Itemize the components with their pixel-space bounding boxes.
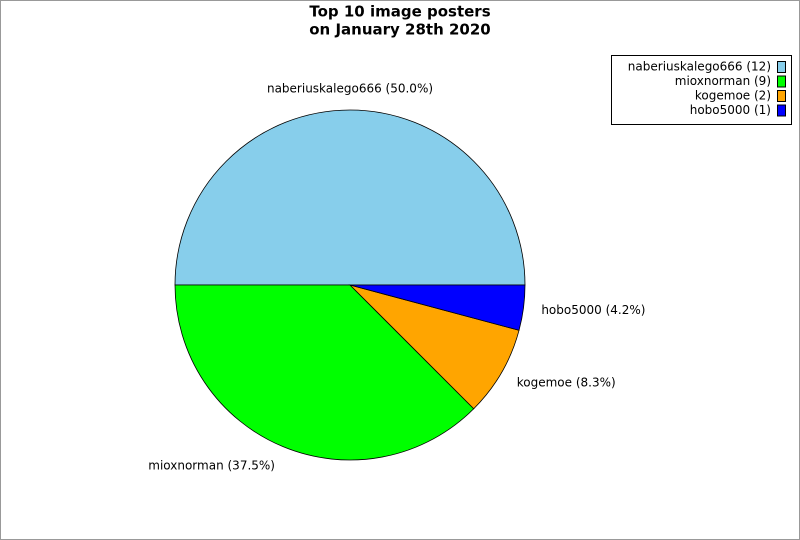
chart-title: Top 10 image posters xyxy=(309,3,490,21)
pie-slice xyxy=(348,284,520,410)
slice-label: kogemoe (8.3%) xyxy=(517,376,616,390)
legend-swatch xyxy=(777,61,786,73)
legend-label: hobo5000 (1) xyxy=(690,103,771,117)
slice-label: mioxnorman (37.5%) xyxy=(148,459,275,473)
legend-box xyxy=(611,55,792,125)
legend-swatch xyxy=(777,104,786,117)
pie-slice xyxy=(174,284,475,461)
legend-swatch xyxy=(777,75,786,88)
pie-slice xyxy=(349,284,526,331)
chart-title: on January 28th 2020 xyxy=(309,21,490,39)
legend-swatch xyxy=(777,90,786,102)
slice-label: hobo5000 (4.2%) xyxy=(541,303,645,317)
legend-label: mioxnorman (9) xyxy=(675,74,771,88)
legend-label: naberiuskalego666 (12) xyxy=(628,60,771,74)
slice-label: naberiuskalego666 (50.0%) xyxy=(267,82,433,96)
pie-slice xyxy=(174,109,526,286)
legend-label: kogemoe (2) xyxy=(695,89,771,103)
